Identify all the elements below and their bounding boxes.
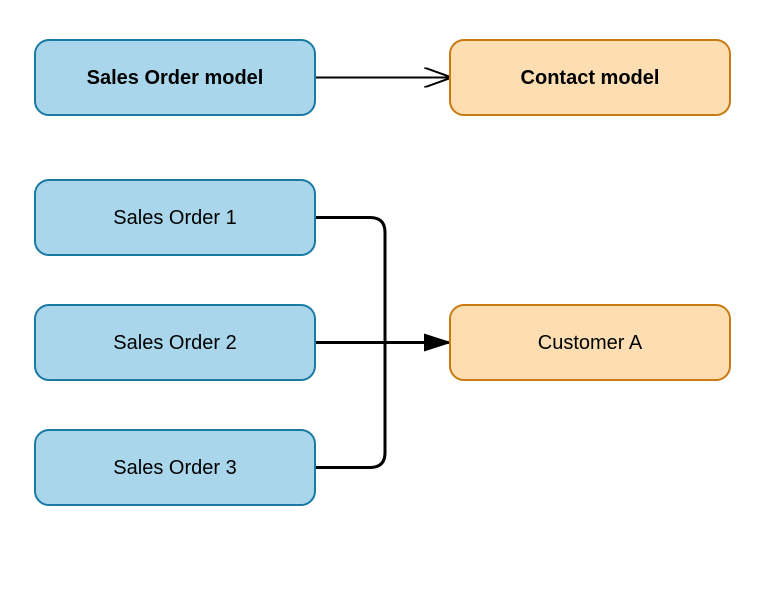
node-label-sales-order-1: Sales Order 1 [113, 207, 236, 229]
edge-rel-so3 [315, 343, 385, 468]
node-sales-order-1: Sales Order 1 [35, 180, 315, 255]
node-label-customer-a: Customer A [538, 332, 643, 354]
node-label-contact-model: Contact model [521, 67, 660, 89]
node-sales-order-model: Sales Order model [35, 40, 315, 115]
diagram-canvas: Sales Order model Contact model Sales Orde… [0, 0, 771, 596]
node-contact-model: Contact model [450, 40, 730, 115]
node-sales-order-2: Sales Order 2 [35, 305, 315, 380]
node-customer-a: Customer A [450, 305, 730, 380]
edge-rel-so1 [315, 218, 385, 343]
node-label-sales-order-2: Sales Order 2 [113, 332, 236, 354]
node-label-sales-order-3: Sales Order 3 [113, 457, 236, 479]
node-sales-order-3: Sales Order 3 [35, 430, 315, 505]
node-label-sales-order-model: Sales Order model [87, 67, 264, 89]
